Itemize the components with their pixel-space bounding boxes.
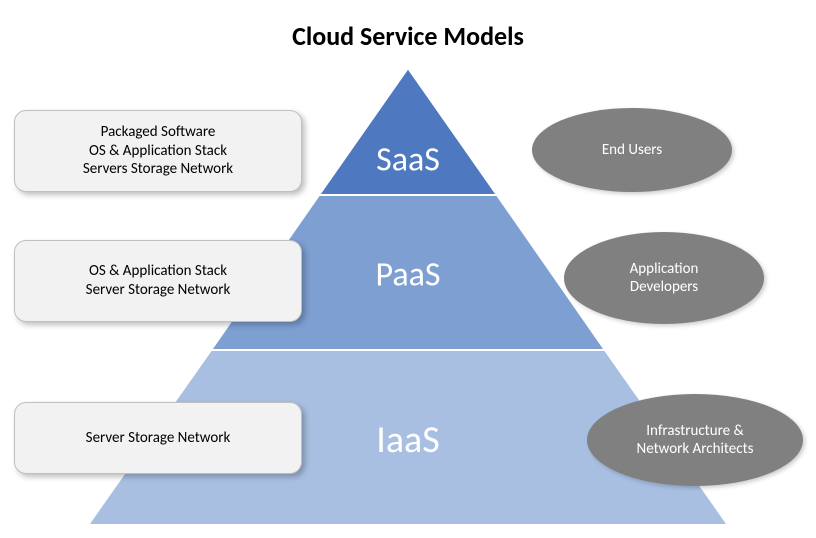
desc-line: Packaged Software xyxy=(101,123,216,142)
audience-ellipse-paas-user: ApplicationDevelopers xyxy=(564,232,764,324)
desc-box-iaas-desc: Server Storage Network xyxy=(14,402,302,474)
audience-line: Application xyxy=(630,260,699,278)
audience-label: Infrastructure &Network Architects xyxy=(637,422,754,458)
pyramid-label-iaas: IaaS xyxy=(376,417,439,463)
pyramid-label-paas: PaaS xyxy=(375,255,440,296)
audience-ellipse-saas-user: End Users xyxy=(532,108,732,192)
diagram-stage: Cloud Service Models SaaSPaaSIaaS Packag… xyxy=(0,0,816,538)
audience-line: Developers xyxy=(630,278,699,296)
desc-box-paas-desc: OS & Application StackServer Storage Net… xyxy=(14,240,302,322)
desc-line: Servers Storage Network xyxy=(83,160,233,179)
audience-line: End Users xyxy=(602,141,662,159)
audience-label: ApplicationDevelopers xyxy=(630,260,699,296)
desc-line: Server Storage Network xyxy=(86,281,231,300)
desc-line: Server Storage Network xyxy=(86,429,231,448)
audience-ellipse-iaas-user: Infrastructure &Network Architects xyxy=(587,394,803,486)
audience-line: Infrastructure & xyxy=(637,422,754,440)
desc-line: OS & Application Stack xyxy=(89,142,227,161)
audience-line: Network Architects xyxy=(637,440,754,458)
desc-line: OS & Application Stack xyxy=(89,262,227,281)
pyramid-label-saas: SaaS xyxy=(376,140,440,181)
desc-box-saas-desc: Packaged SoftwareOS & Application StackS… xyxy=(14,110,302,192)
audience-label: End Users xyxy=(602,141,662,159)
